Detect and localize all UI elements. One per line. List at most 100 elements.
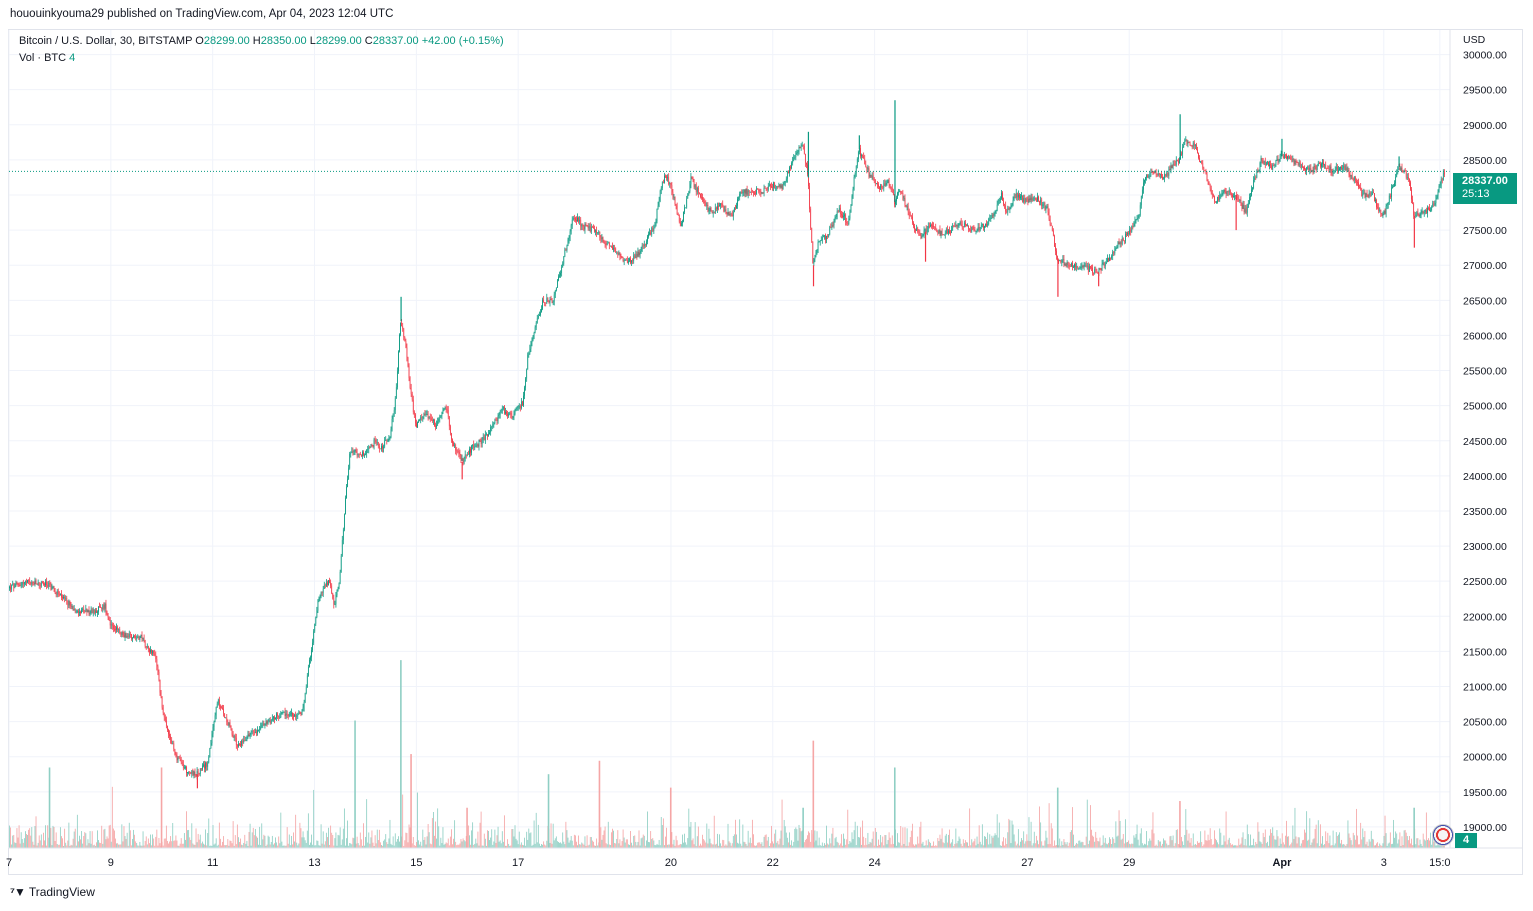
candle-body [693,179,695,188]
volume-bar [914,845,915,848]
volume-bar [236,824,238,848]
candle-body [782,184,784,190]
volume-bar [384,839,386,848]
candle-body [1411,189,1412,200]
candle-body [1407,176,1409,179]
candle-body [1010,205,1012,208]
candle-body [327,582,328,586]
volume-bar [884,835,886,848]
volume-bar [754,845,755,848]
candle-body [38,582,40,586]
candle-body [1027,199,1029,203]
volume-bar [757,842,759,848]
candle-body [708,210,710,212]
volume-bar [275,837,276,848]
volume-bar [1291,842,1293,848]
candle-body [75,611,77,613]
candle-body [600,237,602,240]
candle-body [1152,172,1154,173]
candle-body [983,223,984,228]
volume-bar [81,831,83,848]
volume-bar [1407,840,1409,848]
volume-bar [996,814,998,848]
volume-bar [53,826,55,848]
candle-body [528,353,530,355]
volume-bar [1153,833,1155,848]
candle-body [796,152,798,154]
last-price-value: 28337.00 [1462,175,1508,187]
volume-bar [1008,818,1010,848]
volume-bar [793,841,795,848]
volume-bar [200,843,202,848]
candle-body [1003,200,1004,205]
candle-body [392,413,394,419]
candle-body [300,713,302,715]
candle-body [265,721,267,725]
candle-body [939,229,941,236]
candle-body [765,188,767,189]
candle-body [351,451,353,454]
volume-bar [284,845,286,848]
candle-body [384,440,386,447]
volume-bar [1049,843,1051,848]
volume-bar [1343,844,1345,848]
volume-bar [203,843,204,848]
volume-bar [900,826,902,848]
candle-body [1110,257,1111,259]
volume-spike [893,767,896,848]
volume-bar [889,837,891,848]
candle-body [679,221,681,226]
candle-body [1042,204,1044,207]
volume-bar [604,826,606,848]
change-value: +42.00 (+0.15%) [421,35,504,47]
volume-bar [836,841,838,848]
volume-bar [928,841,930,848]
volume-bar [1415,844,1417,848]
candle-body [735,207,736,209]
candle-body [916,228,918,231]
currency-label[interactable]: USD [1463,34,1486,46]
volume-bar [874,827,876,848]
volume-bar [1102,835,1104,848]
volume-bar [1390,844,1392,848]
candle-body [198,773,200,774]
volume-bar [218,822,220,848]
candle-body [543,299,544,303]
volume-bar [9,825,10,848]
volume-bar [1076,842,1078,848]
candle-body [1304,167,1305,170]
candle-body [1158,173,1160,175]
candle-body [880,185,881,190]
candle-body [14,583,16,588]
candle-body [855,166,857,174]
candle-body [215,706,217,716]
candle-body [344,514,345,530]
volume-bar [1000,845,1002,848]
candle-body [1228,190,1230,193]
volume-bar [509,845,511,848]
x-tick-label: 29 [1123,857,1135,869]
volume-bar [605,843,607,848]
candle-body [157,666,159,672]
candle-body [995,210,997,214]
volume-bar [695,845,697,848]
candle-body [1203,168,1205,171]
volume-bar [1074,845,1075,848]
volume-bar [121,824,123,848]
candle-body [78,611,79,613]
volume-bar [1133,835,1135,848]
volume-bar [964,840,966,848]
volume-bar [736,834,737,848]
candle-body [968,225,969,229]
volume-bar [925,840,927,848]
candle-body [691,177,693,179]
candle-body [203,764,204,766]
footer[interactable]: ⁷▼ TradingView [10,885,95,899]
volume-bar [1165,840,1167,848]
volume-bar [1376,843,1377,848]
volume-bar [348,845,350,848]
candle-body [505,411,506,414]
candle-body [177,757,179,761]
volume-bar [687,838,689,848]
